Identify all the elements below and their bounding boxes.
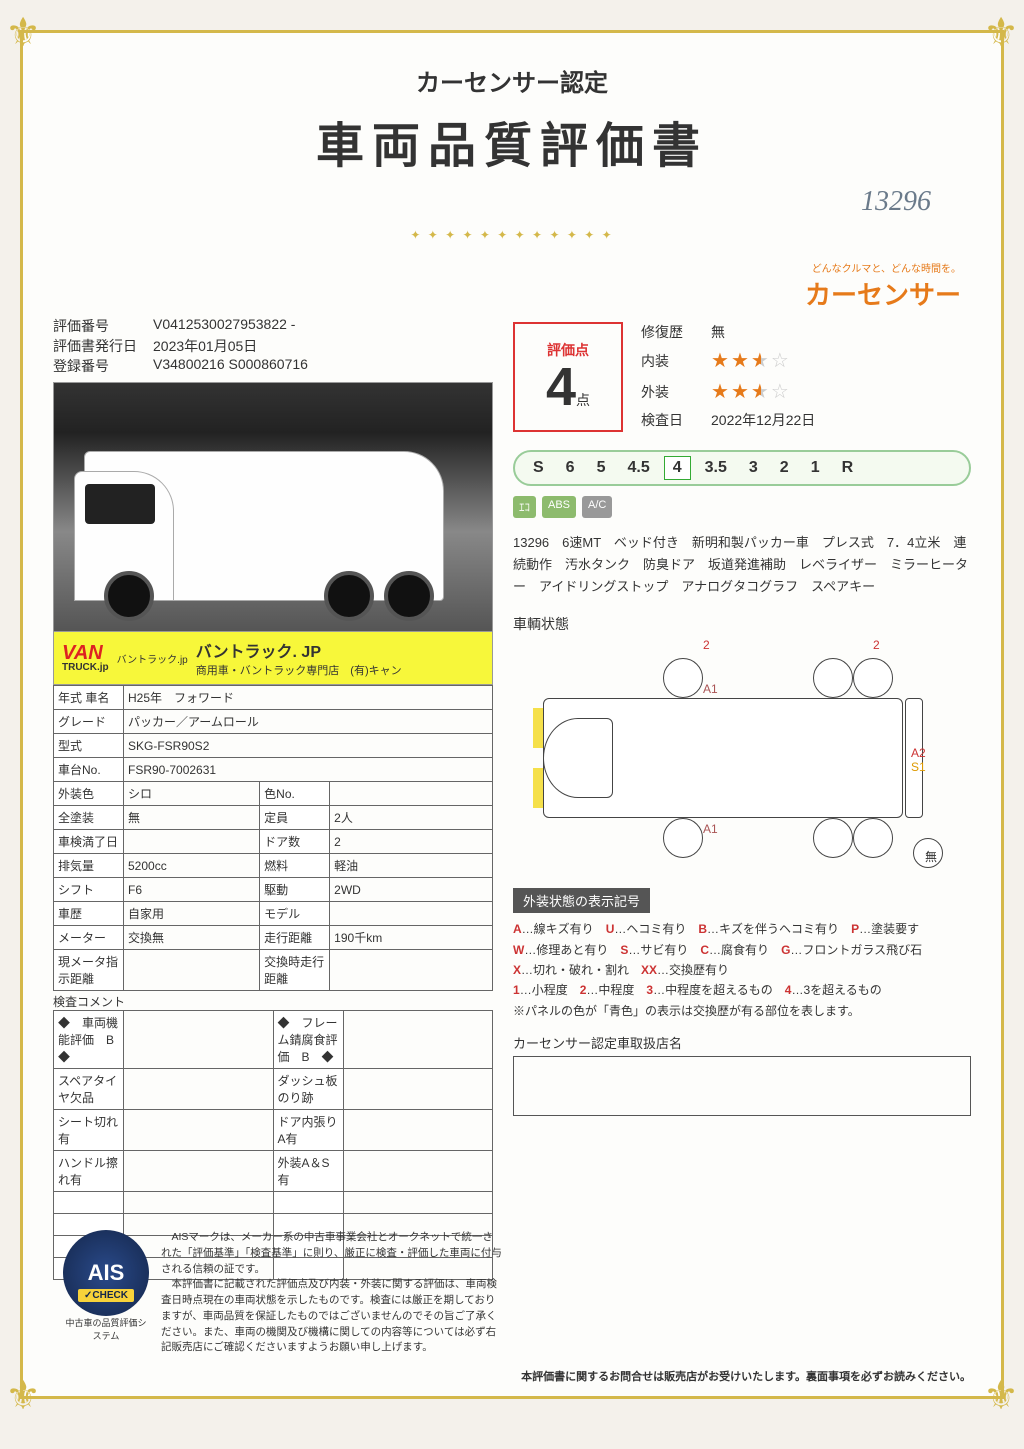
meta-block: 評価番号V0412530027953822 - 評価書発行日2023年01月05… — [53, 316, 493, 376]
feature-chips: ｴｺABSA/C — [513, 496, 971, 518]
divider: ✦ ✦ ✦ ✦ ✦ ✦ ✦ ✦ ✦ ✦ ✦ ✦ — [53, 228, 971, 242]
legend-box: 外装状態の表示記号 A…線キズ有り U…ヘコミ有り B…キズを伴うヘコミ有り P… — [513, 888, 971, 1021]
grade-scale: S654.543.5321R — [513, 450, 971, 486]
rating-rows: 修復歴無 内装★★★☆ 外装★★★☆ 検査日2022年12月22日 — [641, 322, 815, 436]
dealer-name-box: カーセンサー認定車取扱店名 — [513, 1033, 971, 1116]
brand-logo: カーセンサー — [53, 275, 961, 312]
spec-table: 年式 車名H25年 フォワードグレードパッカー／アームロール型式SKG-FSR9… — [53, 685, 493, 991]
dealer-banner: VANTRUCK.jp バントラック.jp バントラック. JP 商用車・バント… — [53, 632, 493, 685]
footer-note: 本評価書に関するお問合せは販売店がお受けいたします。裏面事項を必ずお読みください… — [521, 1368, 971, 1384]
description-text: 13296 6速MT ベッド付き 新明和製パッカー車 プレス式 7．4立米 連続… — [513, 532, 971, 598]
diagram-label: 車輌状態 — [513, 614, 971, 634]
score-box: 評価点 4点 — [513, 322, 623, 432]
main-title: 車両品質評価書 — [53, 106, 971, 176]
subtitle: カーセンサー認定 — [53, 63, 971, 98]
vehicle-photo — [53, 382, 493, 632]
vehicle-diagram: 22A1A2S1A1無 — [513, 638, 953, 878]
handwritten-number: 13296 — [53, 186, 931, 218]
ais-badge-icon: AIS ✓CHECK — [63, 1230, 149, 1316]
ais-footer: AIS ✓CHECK 中古車の品質評価システム AISマークは、メーカー系の中古… — [63, 1230, 503, 1356]
brand-tagline: どんなクルマと、どんな時間を。 — [53, 260, 961, 275]
inspection-heading: 検査コメント — [53, 993, 493, 1010]
